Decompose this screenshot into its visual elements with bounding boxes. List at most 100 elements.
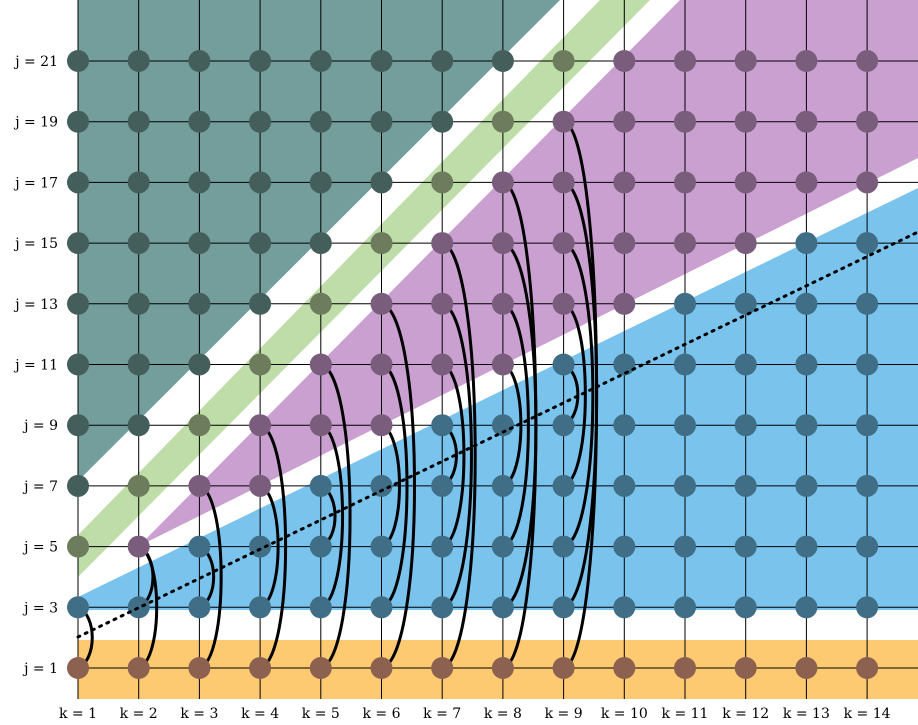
lattice-dot-blue <box>613 535 636 558</box>
lattice-dot-blue <box>249 596 272 619</box>
lattice-dot-orange <box>370 657 393 679</box>
lattice-dot-purple <box>795 171 818 194</box>
lattice-dot-purple <box>552 171 575 194</box>
lattice-dot-purple <box>674 110 696 133</box>
lattice-dot-teal <box>370 171 393 194</box>
lattice-dot-blue <box>613 474 636 497</box>
bracket-arc <box>562 302 587 488</box>
lattice-dot-blue <box>370 535 393 558</box>
col-label: k = 10 <box>601 706 648 722</box>
lattice-dot-orange <box>188 657 211 679</box>
lattice-dot-purple <box>552 232 575 255</box>
lattice-dot-purple <box>734 110 757 133</box>
lattice-dot-blue <box>674 292 696 315</box>
lattice-dot-purple <box>491 232 514 255</box>
lattice-dot-teal <box>127 171 150 194</box>
lattice-dot-green <box>309 292 332 315</box>
lattice-dot-blue <box>491 414 514 437</box>
lattice-dot-blue <box>856 414 879 437</box>
lattice-dot-purple <box>613 232 636 255</box>
col-label: k = 6 <box>362 706 400 722</box>
lattice-dot-blue <box>734 474 757 497</box>
lattice-dot-purple <box>674 232 696 255</box>
lattice-dot-blue <box>795 232 818 255</box>
lattice-dot-orange <box>249 657 272 679</box>
lattice-dot-teal <box>309 171 332 194</box>
lattice-dot-teal <box>188 50 211 72</box>
lattice-dot-blue <box>795 596 818 619</box>
lattice-dot-teal <box>188 110 211 133</box>
lattice-dot-purple <box>309 353 332 376</box>
lattice-dot-blue <box>674 353 696 376</box>
bracket-arc <box>441 363 466 549</box>
lattice-dot-green <box>491 110 514 133</box>
lattice-dot-blue <box>309 596 332 619</box>
lattice-dot-blue <box>795 353 818 376</box>
lattice-dot-purple <box>795 50 818 72</box>
bracket-arc <box>441 302 473 609</box>
lattice-dot-blue <box>188 596 211 619</box>
lattice-dot-teal <box>188 232 211 255</box>
bracket-arc <box>198 484 223 670</box>
lattice-dot-orange <box>856 657 879 679</box>
lattice-dot-teal <box>431 110 454 133</box>
lattice-dot-orange <box>795 657 818 679</box>
lattice-dot-purple <box>431 232 454 255</box>
regions <box>78 0 918 699</box>
row-labels: j = 1 j = 3 j = 5 j = 7 j = 9 j = 11 j = 13 j =… <box>13 54 58 677</box>
lattice-dot-teal <box>309 110 332 133</box>
lattice-dot-teal <box>67 414 89 437</box>
lattice-dot-purple <box>613 50 636 72</box>
lattice-dot-teal <box>67 353 89 376</box>
lattice-dot-green <box>127 474 150 497</box>
lattice-dot-purple <box>370 292 393 315</box>
lattice-dot-purple <box>188 474 211 497</box>
lattice-dot-blue <box>552 353 575 376</box>
col-label: k = 1 <box>59 706 97 722</box>
lattice-dot-orange <box>67 657 89 679</box>
lattice-dot-blue <box>431 414 454 437</box>
row-label: j = 3 <box>22 600 58 616</box>
lattice-dot-purple <box>552 292 575 315</box>
lattice-dot-blue <box>309 535 332 558</box>
lattice-dot-blue <box>67 596 89 619</box>
col-label: k = 5 <box>302 706 340 722</box>
lattice-dot-blue <box>613 596 636 619</box>
lattice-dot-teal <box>188 292 211 315</box>
lattice-dot-green <box>552 50 575 72</box>
lattice-dot-purple <box>370 414 393 437</box>
bracket-arc <box>320 363 352 670</box>
row-label: j = 7 <box>22 479 58 495</box>
lattice-dot-teal <box>67 110 89 133</box>
lattice-dot-blue <box>734 414 757 437</box>
lattice-dot-purple <box>491 353 514 376</box>
lattice-dot-blue <box>552 596 575 619</box>
lattice-dot-teal <box>309 232 332 255</box>
row-label: j = 13 <box>13 297 58 313</box>
lattice-dot-purple <box>431 353 454 376</box>
col-label: k = 14 <box>844 706 891 722</box>
col-label: k = 9 <box>545 706 583 722</box>
bracket-arc <box>380 363 409 609</box>
col-label: k = 2 <box>120 706 158 722</box>
lattice-dot-purple <box>613 110 636 133</box>
bracket-arc <box>259 423 288 670</box>
lattice-dot-orange <box>552 657 575 679</box>
bracket-arc <box>502 241 538 609</box>
lattice-dot-blue <box>309 474 332 497</box>
lattice-dot-blue <box>795 292 818 315</box>
lattice-dot-blue <box>674 474 696 497</box>
bracket-arc <box>562 241 595 549</box>
lattice-dot-green <box>249 353 272 376</box>
lattice-dot-teal <box>127 232 150 255</box>
row-label: j = 15 <box>13 236 58 252</box>
lattice-dot-blue <box>491 596 514 619</box>
row-label: j = 19 <box>13 115 58 131</box>
lattice-dot-teal <box>249 232 272 255</box>
row-label: j = 5 <box>22 540 58 556</box>
lattice-dot-blue <box>795 474 818 497</box>
lattice-dot-purple <box>856 50 879 72</box>
lattice-dot-green <box>67 535 89 558</box>
lattice-dot-blue <box>552 474 575 497</box>
